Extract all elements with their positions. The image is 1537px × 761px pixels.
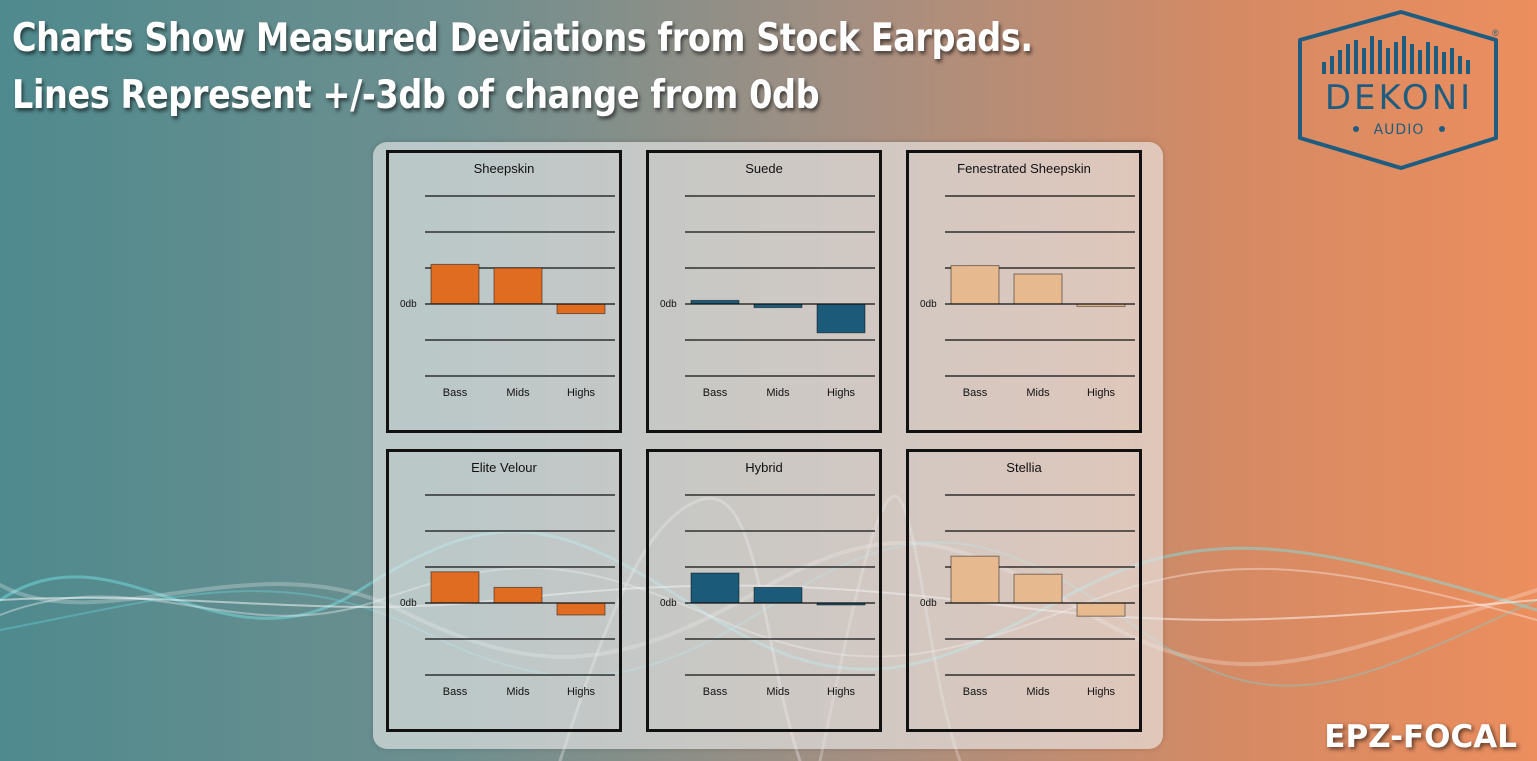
bar-bass	[690, 572, 740, 604]
bar-highs	[556, 602, 606, 616]
logo-brand-text: DEKONI	[1325, 78, 1473, 118]
bar-highs	[816, 303, 866, 334]
chart-elite-velour: Elite Velour Bass Mids Highs 0db	[386, 449, 622, 732]
chart-svg: Suede Bass Mids Highs 0db	[660, 161, 875, 399]
bar-mids	[753, 586, 803, 604]
tick-label: Mids	[1026, 387, 1050, 399]
logo-registered-mark: ®	[1492, 28, 1499, 38]
chart-suede: Suede Bass Mids Highs 0db	[646, 150, 882, 433]
tick-label: Highs	[827, 686, 856, 698]
chart-svg: Fenestrated Sheepskin Bass Mids Highs 0db	[920, 161, 1135, 399]
chart-svg: Hybrid Bass Mids Highs 0db	[660, 460, 875, 698]
tick-label: Mids	[1026, 686, 1050, 698]
charts-panel: Sheepskin Bass Mids Highs 0db Suede Bass Mids Hi…	[373, 142, 1163, 749]
tick-label: Mids	[766, 387, 790, 399]
chart-hybrid: Hybrid Bass Mids Highs 0db	[646, 449, 882, 732]
tick-label: Highs	[827, 387, 856, 399]
bar-bass	[430, 571, 480, 604]
chart-svg: Sheepskin Bass Mids Highs 0db	[400, 161, 615, 399]
tick-label: Bass	[443, 387, 468, 399]
tick-label: Bass	[703, 686, 728, 698]
logo-sub-text: AUDIO	[1374, 122, 1425, 138]
headline: Charts Show Measured Deviations from Sto…	[12, 10, 1033, 124]
logo-dot-left	[1353, 126, 1359, 132]
tick-label: Bass	[443, 686, 468, 698]
bar-mids	[1013, 273, 1063, 305]
headline-line-1: Charts Show Measured Deviations from Sto…	[12, 16, 1033, 61]
tick-label: Bass	[703, 387, 728, 399]
bar-mids	[493, 586, 543, 604]
chart-title: Stellia	[1006, 460, 1042, 475]
bar-bass	[430, 263, 480, 305]
chart-title: Hybrid	[745, 460, 783, 475]
chart-title: Elite Velour	[471, 460, 537, 475]
headline-line-2: Lines Represent +/-3db of change from 0d…	[12, 73, 820, 118]
zero-label: 0db	[660, 299, 677, 310]
tick-label: Mids	[506, 686, 530, 698]
model-tag: EPZ-FOCAL	[1324, 719, 1517, 755]
tick-label: Mids	[506, 387, 530, 399]
tick-label: Highs	[567, 387, 596, 399]
dekoni-audio-logo: ® DEKONI AUDIO	[1298, 10, 1499, 170]
chart-title: Fenestrated Sheepskin	[957, 161, 1091, 176]
chart-stellia: Stellia Bass Mids Highs 0db	[906, 449, 1142, 732]
bar-highs	[556, 303, 606, 315]
bar-bass	[950, 555, 1000, 604]
chart-title: Suede	[745, 161, 783, 176]
zero-label: 0db	[660, 598, 677, 609]
zero-label: 0db	[920, 299, 937, 310]
zero-label: 0db	[400, 598, 417, 609]
tick-label: Mids	[766, 686, 790, 698]
logo-house-outline	[1298, 10, 1498, 170]
zero-label: 0db	[920, 598, 937, 609]
bar-mids	[1013, 573, 1063, 604]
chart-title: Sheepskin	[474, 161, 535, 176]
tick-label: Bass	[963, 387, 988, 399]
tick-label: Highs	[567, 686, 596, 698]
chart-svg: Stellia Bass Mids Highs 0db	[920, 460, 1135, 698]
bar-highs	[1076, 602, 1126, 617]
logo-dot-right	[1439, 126, 1445, 132]
bar-mids	[493, 267, 543, 305]
tick-label: Highs	[1087, 387, 1116, 399]
bar-bass	[950, 265, 1000, 305]
tick-label: Highs	[1087, 686, 1116, 698]
chart-svg: Elite Velour Bass Mids Highs 0db	[400, 460, 615, 698]
equalizer-bars-icon	[1322, 36, 1470, 74]
chart-fenestrated-sheepskin: Fenestrated Sheepskin Bass Mids Highs 0db	[906, 150, 1142, 433]
chart-sheepskin: Sheepskin Bass Mids Highs 0db	[386, 150, 622, 433]
tick-label: Bass	[963, 686, 988, 698]
zero-label: 0db	[400, 299, 417, 310]
